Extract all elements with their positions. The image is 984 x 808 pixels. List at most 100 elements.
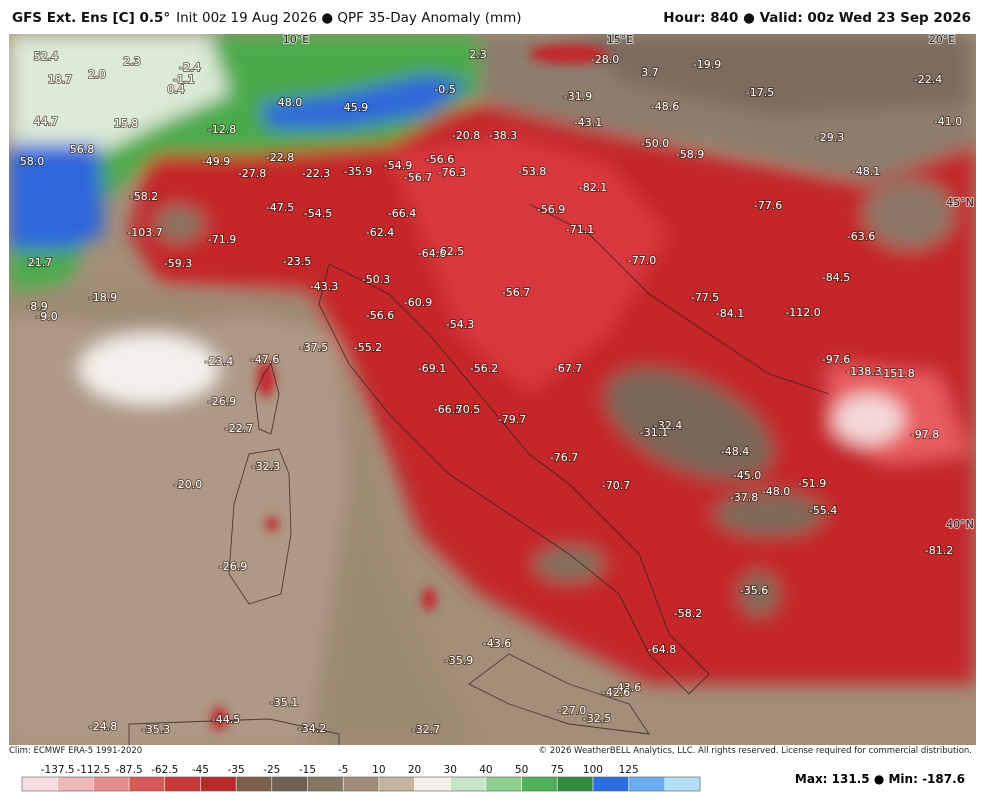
value-label: -42.6 (602, 686, 630, 699)
colorbar-swatch (485, 777, 523, 791)
value-label: -37.5 (300, 341, 328, 354)
colorbar-label: -87.5 (115, 764, 142, 776)
value-label: 2.3 (123, 55, 141, 68)
colorbar-label: 40 (479, 764, 492, 776)
value-label: 44.7 (34, 115, 59, 128)
value-label: -62.5 (436, 245, 464, 258)
value-label: -12.8 (208, 123, 236, 136)
colorbar-label: -15 (299, 764, 316, 776)
value-label: -84.5 (822, 271, 850, 284)
value-label: 18.7 (48, 73, 73, 86)
value-label: -43.1 (574, 116, 602, 129)
colorbar-swatch (22, 777, 59, 791)
value-label: -66.4 (388, 207, 416, 220)
value-label: -58.9 (676, 148, 704, 161)
value-label: 48.0 (278, 96, 303, 109)
colorbar-label: 20 (408, 764, 421, 776)
colorbar-swatch (521, 777, 558, 791)
value-label: 2.0 (88, 68, 106, 81)
grid-label: 45°N (946, 196, 974, 209)
value-label: -22.3 (302, 167, 330, 180)
grid-label: 40°N (946, 518, 974, 531)
colorbar-label: 100 (583, 764, 603, 776)
value-label: -54.3 (446, 318, 474, 331)
value-label: -22.7 (225, 422, 253, 435)
value-label: -67.7 (554, 362, 582, 375)
value-label: -58.2 (674, 607, 702, 620)
value-label: -77.0 (628, 254, 656, 267)
value-label: -31.1 (640, 426, 668, 439)
colorbar-label: 75 (551, 764, 564, 776)
value-label: -22.8 (266, 151, 294, 164)
value-label: -38.3 (489, 129, 517, 142)
value-label: -112.0 (785, 306, 820, 319)
value-label: -58.2 (130, 190, 158, 203)
value-label: 21.7 (28, 256, 53, 269)
colorbar-label: -45 (192, 764, 209, 776)
value-label: -9.0 (36, 310, 57, 323)
climo-note: Clim: ECMWF ERA-5 1991-2020 (9, 745, 143, 758)
value-label: -62.4 (366, 226, 394, 239)
value-label: -43.6 (613, 681, 641, 694)
colorbar-swatch (592, 777, 630, 791)
colorbar-swatch (450, 777, 487, 791)
colorbar-label: 10 (372, 764, 385, 776)
min-value: -187.6 (922, 772, 965, 786)
grid-label: 20°E (929, 34, 955, 46)
value-label: -138.3 (846, 365, 881, 378)
colorbar-label: -35 (228, 764, 245, 776)
colorbar-swatch (414, 777, 451, 791)
value-label: -48.6 (651, 100, 679, 113)
value-label: -49.9 (202, 155, 230, 168)
value-label: -27.8 (238, 167, 266, 180)
value-label: -44.5 (212, 713, 240, 726)
colorbar-label: 30 (444, 764, 457, 776)
colorbar-swatch (343, 777, 380, 791)
colorbar-swatch (271, 777, 308, 791)
value-label: -50.0 (641, 137, 669, 150)
value-label: -77.6 (754, 199, 782, 212)
value-label: -64.8 (648, 643, 676, 656)
value-label: -48.4 (721, 445, 749, 458)
value-label: -70.7 (602, 479, 630, 492)
value-label: 52.4 (34, 50, 59, 63)
value-label: -60.9 (404, 296, 432, 309)
value-label: -71.1 (566, 223, 594, 236)
value-label: -17.5 (746, 86, 774, 99)
value-label: -81.2 (925, 544, 953, 557)
colorbar-label: -25 (263, 764, 280, 776)
value-label: -26.9 (208, 395, 236, 408)
valid-text: Hour: 840 ● Valid: 00z Wed 23 Sep 2026 (663, 10, 971, 26)
value-label: -35.1 (270, 696, 298, 709)
value-label: -54.9 (384, 159, 412, 172)
value-label: -8.9 (26, 300, 47, 313)
colorbar: -137.5 -112.5 -87.5 -62.5 -45 -35 -25 -15 -5 10 20… (21, 764, 701, 792)
model-name: GFS Ext. Ens [C] 0.5° (12, 10, 171, 26)
spots (211, 44, 609, 731)
colorbar-swatch (93, 777, 130, 791)
value-label: -32.4 (654, 419, 682, 432)
min-label: Min: (888, 772, 918, 786)
value-label: -77.5 (691, 291, 719, 304)
value-label: -64.6 (418, 247, 446, 260)
value-label: -76.7 (550, 451, 578, 464)
value-label: -35.9 (344, 165, 372, 178)
colorbar-swatch (200, 777, 237, 791)
header: GFS Ext. Ens [C] 0.5° Init 00z 19 Aug 202… (0, 0, 984, 34)
value-label: -28.0 (591, 53, 619, 66)
value-label: -63.6 (847, 230, 875, 243)
colorbar-swatch (628, 777, 665, 791)
value-label: -35.6 (740, 584, 768, 597)
value-label: -37.8 (730, 491, 758, 504)
grid-label: 10°E (283, 34, 309, 46)
colorbar-label: -112.5 (76, 764, 110, 776)
value-label: -82.1 (579, 181, 607, 194)
value-label: -56.7 (404, 171, 432, 184)
grid-label: 15°E (607, 34, 633, 46)
value-label: -29.3 (816, 131, 844, 144)
field (9, 34, 976, 745)
value-label: 2.3 (469, 48, 487, 61)
colorbar-swatch (129, 777, 166, 791)
value-label: -2.4 (179, 61, 200, 74)
